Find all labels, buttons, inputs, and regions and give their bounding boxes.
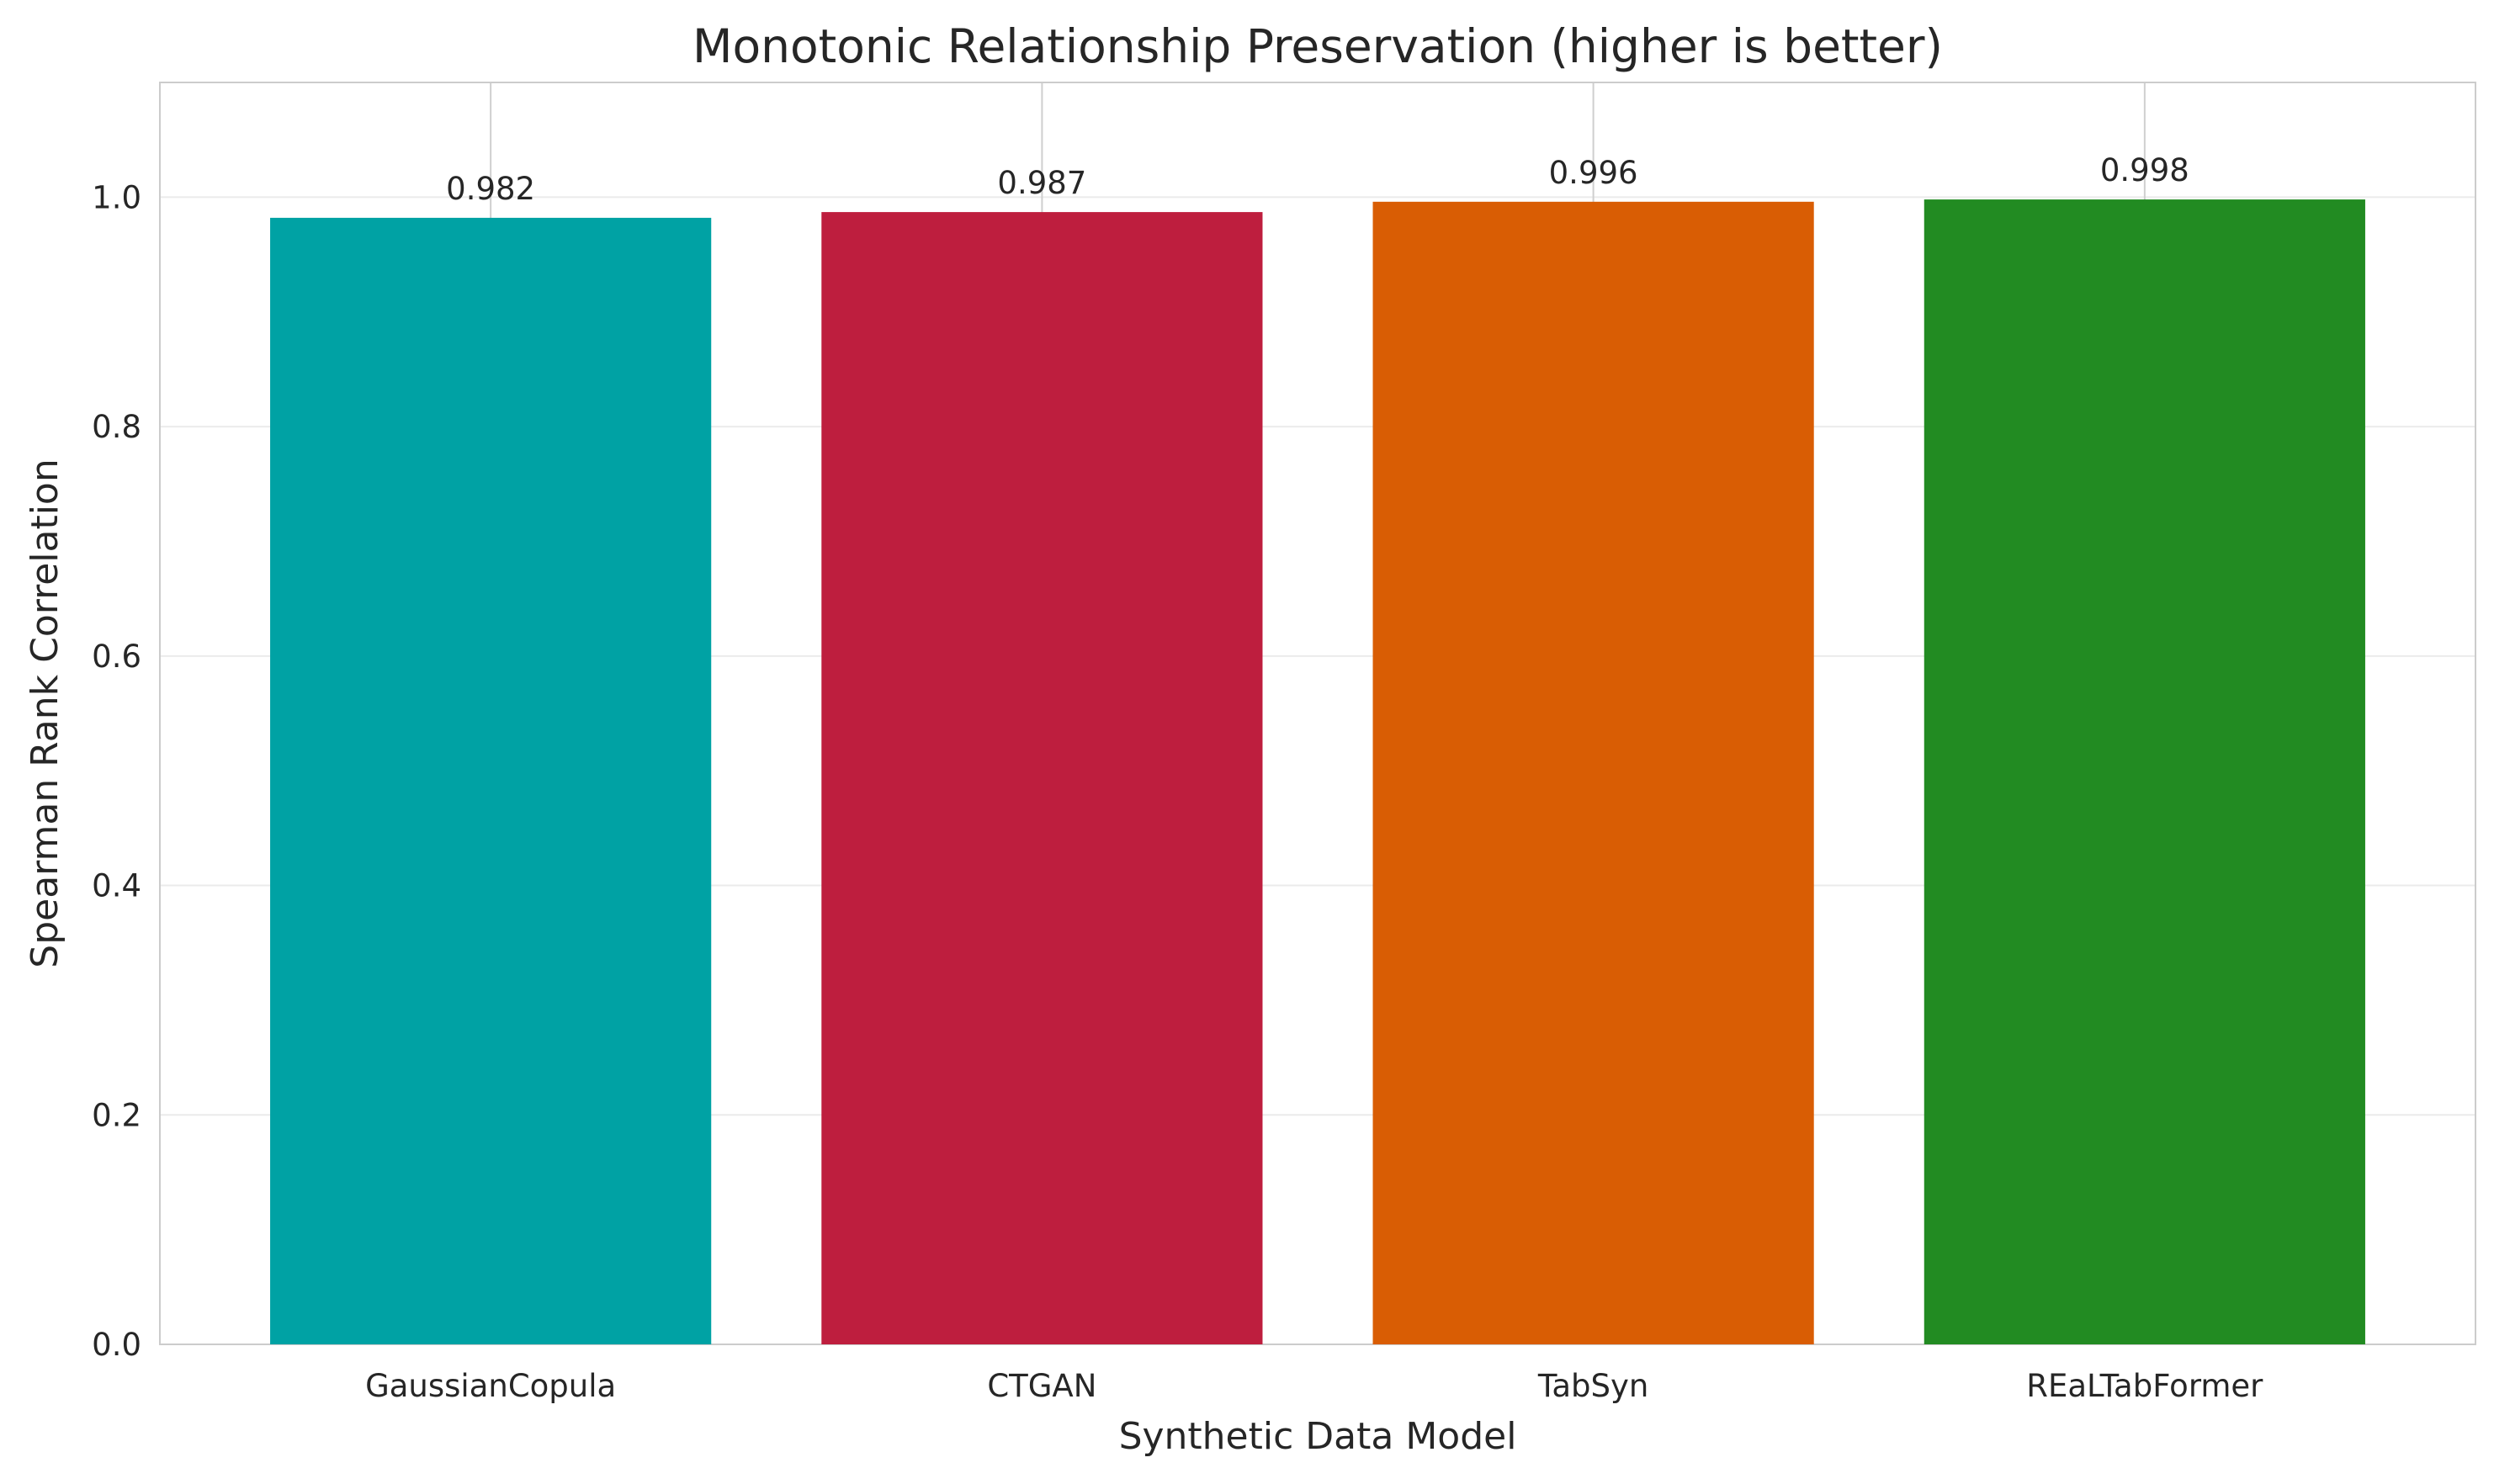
x-tick-label: CTGAN xyxy=(987,1368,1096,1404)
y-axis-label: Spearman Rank Correlation xyxy=(24,458,66,967)
value-label: 0.987 xyxy=(997,165,1086,201)
plot-frame xyxy=(159,82,2476,1345)
x-axis-label: Synthetic Data Model xyxy=(1119,1415,1517,1458)
y-tick-label: 0.2 xyxy=(92,1097,141,1133)
y-tick-label: 0.0 xyxy=(92,1327,141,1363)
bar-ctgan xyxy=(821,212,1263,1344)
bars-layer xyxy=(270,199,2365,1345)
y-tick-label: 0.8 xyxy=(92,409,141,445)
labels-layer: 0.982 0.987 0.996 0.998 xyxy=(446,152,2189,207)
bar-realtabformer xyxy=(1924,199,2365,1344)
value-label: 0.998 xyxy=(2100,152,2189,188)
y-tick-label: 0.6 xyxy=(92,639,141,675)
value-label: 0.996 xyxy=(1549,155,1638,191)
x-tick-label: REaLTabFormer xyxy=(2026,1368,2263,1404)
value-label: 0.982 xyxy=(446,171,535,207)
ticks-layer: 0.0 0.2 0.4 0.6 0.8 1.0 GaussianCopula CTGAN Tab… xyxy=(92,179,2263,1404)
x-tick-label: GaussianCopula xyxy=(365,1368,616,1404)
y-tick-label: 1.0 xyxy=(92,179,141,215)
x-tick-label: TabSyn xyxy=(1537,1368,1648,1404)
bar-tabsyn xyxy=(1372,201,1814,1345)
bar-gaussiancopula xyxy=(270,217,712,1345)
y-tick-label: 0.4 xyxy=(92,868,141,904)
chart-title: Monotonic Relationship Preservation (hig… xyxy=(692,19,1943,73)
